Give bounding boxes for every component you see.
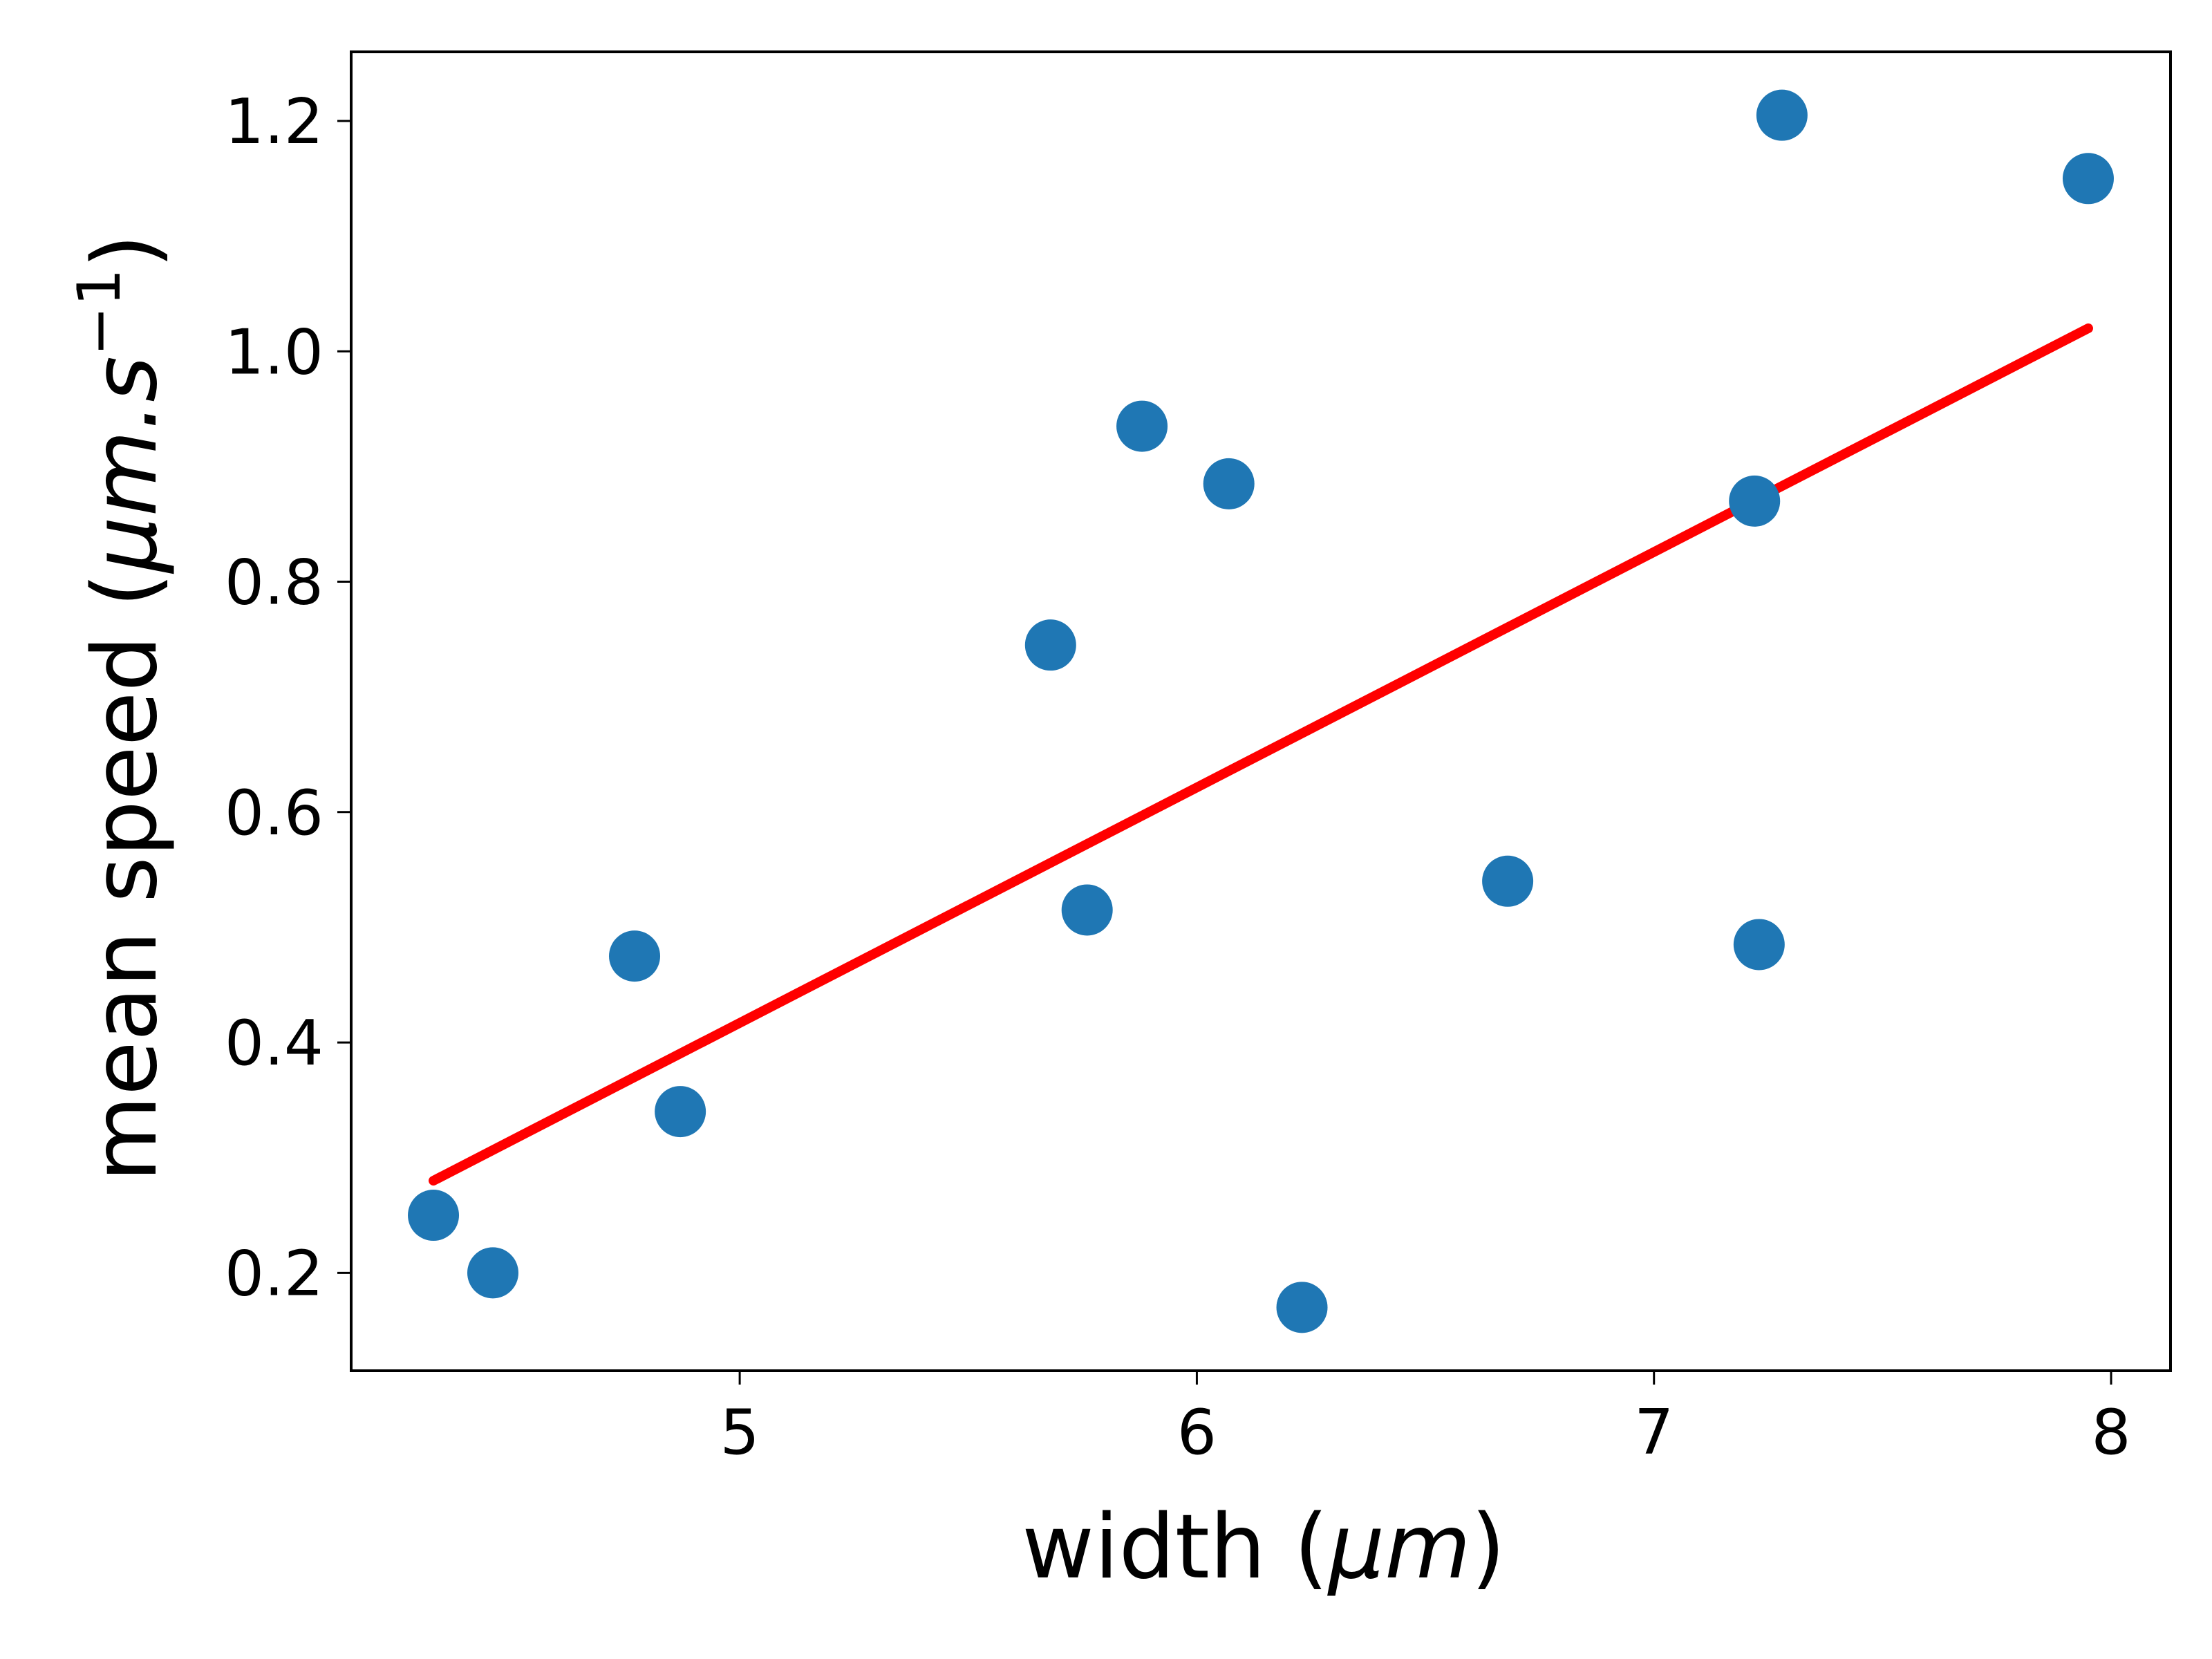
- data-point: [1061, 884, 1113, 936]
- x-tick-label: 8: [2091, 1396, 2130, 1469]
- data-point: [1116, 400, 1168, 452]
- data-point: [1482, 855, 1534, 907]
- y-tick-label: 1.0: [225, 316, 324, 388]
- y-axis-label: mean speed (μm.s−1): [65, 234, 177, 1181]
- data-point: [2062, 153, 2114, 205]
- y-tick-label: 0.8: [225, 547, 324, 619]
- fit-line-layer: [429, 323, 2093, 1186]
- x-tick-label: 7: [1634, 1396, 1674, 1469]
- data-point: [1024, 619, 1076, 671]
- data-point: [408, 1190, 460, 1241]
- y-axis-ticks: 0.2 0.4 0.6 0.8 1.0 1.2: [225, 86, 351, 1310]
- data-point: [1203, 458, 1255, 509]
- x-tick-label: 6: [1177, 1396, 1217, 1469]
- fit-line: [429, 323, 2093, 1186]
- data-point: [1756, 89, 1808, 141]
- data-points-layer: [408, 89, 2114, 1333]
- plot-frame: [350, 50, 2172, 1372]
- y-tick-label: 0.4: [225, 1007, 324, 1080]
- y-tick-label: 0.2: [225, 1237, 324, 1310]
- data-point: [609, 930, 661, 982]
- y-tick-label: 1.2: [225, 86, 324, 158]
- x-axis-ticks: 5 6 7 8: [720, 1371, 2131, 1469]
- data-point: [655, 1086, 706, 1138]
- data-point: [1729, 475, 1781, 527]
- y-tick-label: 0.6: [225, 777, 324, 850]
- data-point: [1276, 1282, 1328, 1333]
- x-axis-label: width (μm): [1022, 1496, 1506, 1599]
- x-tick-label: 5: [720, 1396, 759, 1469]
- data-point: [1733, 919, 1785, 971]
- data-point: [467, 1247, 519, 1299]
